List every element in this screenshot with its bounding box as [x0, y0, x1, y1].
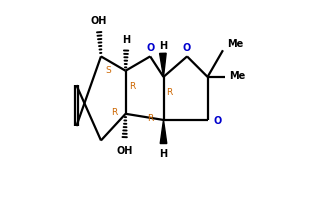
Polygon shape — [160, 54, 166, 78]
Text: H: H — [160, 148, 167, 158]
Text: H: H — [159, 41, 167, 51]
Text: OH: OH — [91, 16, 107, 26]
Text: Me: Me — [227, 39, 243, 49]
Text: R: R — [147, 114, 153, 123]
Text: R: R — [111, 108, 117, 117]
Polygon shape — [160, 120, 167, 144]
Text: Me: Me — [229, 71, 245, 80]
Text: R: R — [166, 88, 173, 97]
Text: O: O — [146, 43, 154, 53]
Text: S: S — [105, 65, 111, 74]
Text: O: O — [183, 43, 191, 53]
Text: OH: OH — [116, 145, 133, 155]
Text: O: O — [214, 115, 222, 125]
Text: H: H — [122, 35, 130, 45]
Text: R: R — [129, 82, 135, 91]
